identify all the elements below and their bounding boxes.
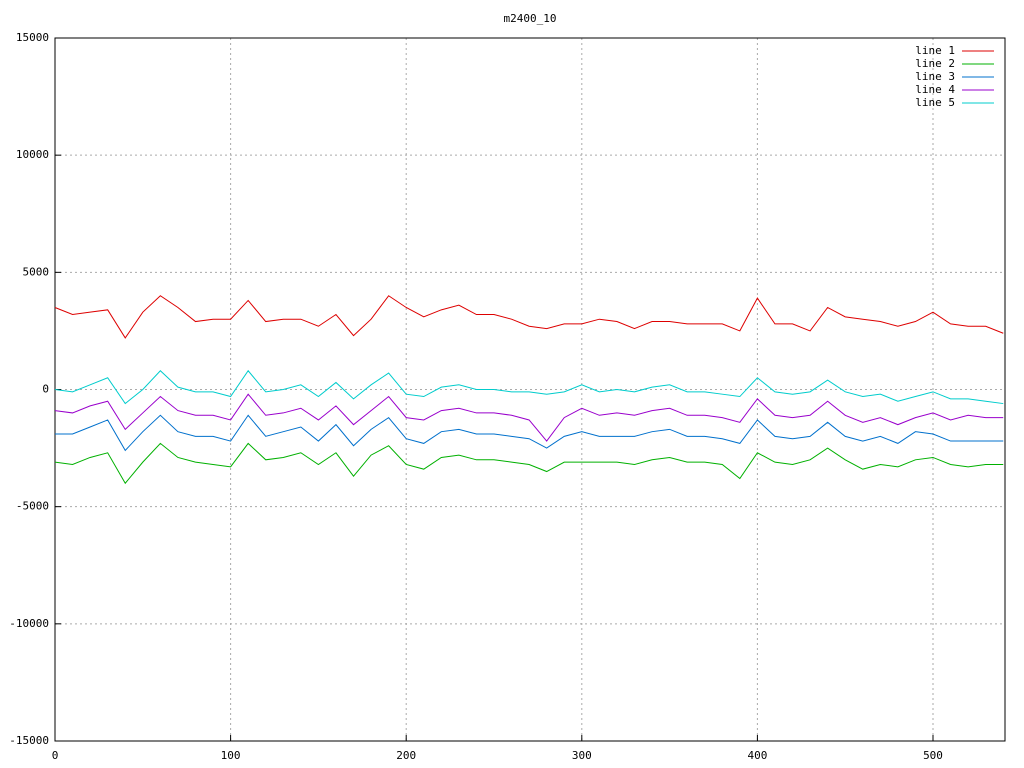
y-tick-label: 15000: [16, 31, 49, 44]
legend-label: line 4: [915, 83, 955, 96]
y-tick-label: 5000: [23, 265, 50, 278]
data-line: [54, 393, 1004, 442]
y-tick-label: 10000: [16, 148, 49, 161]
legend-label: line 3: [915, 70, 955, 83]
legend-label: line 5: [915, 96, 955, 109]
x-tick-label: 500: [923, 749, 943, 762]
data-line: [55, 414, 1004, 452]
x-tick-label: 100: [221, 749, 241, 762]
y-tick-label: -10000: [9, 617, 49, 630]
y-tick-label: -15000: [9, 734, 49, 747]
x-tick-label: 400: [747, 749, 767, 762]
data-line: [54, 295, 1004, 339]
data-line: [54, 442, 1004, 485]
x-tick-label: 300: [572, 749, 592, 762]
y-tick-label: 0: [42, 383, 49, 396]
y-tick-label: -5000: [16, 500, 49, 513]
legend-label: line 1: [915, 44, 955, 57]
x-tick-label: 200: [396, 749, 416, 762]
chart-title: m2400_10: [504, 12, 557, 25]
data-line: [54, 369, 1004, 405]
x-tick-label: 0: [52, 749, 59, 762]
legend-label: line 2: [915, 57, 955, 70]
